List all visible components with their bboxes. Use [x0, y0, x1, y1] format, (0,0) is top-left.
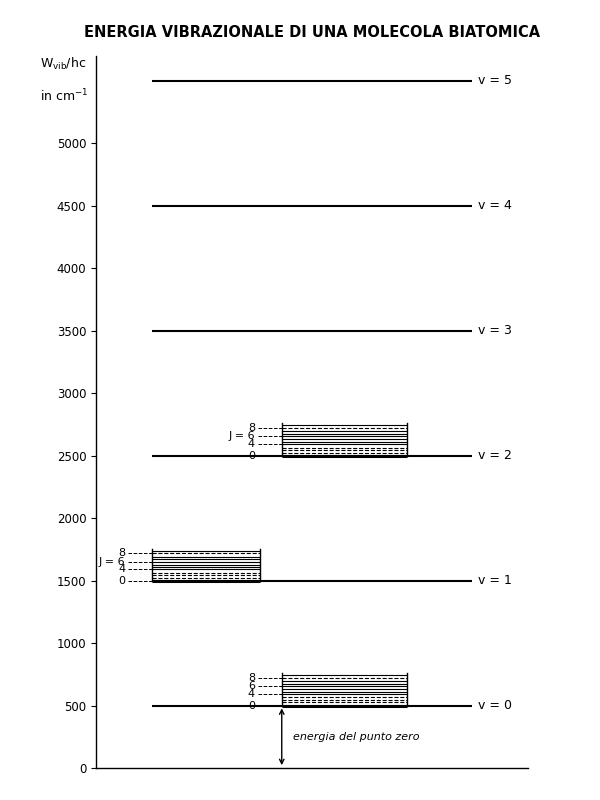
Text: 4: 4	[118, 564, 125, 574]
Text: v = 0: v = 0	[478, 699, 512, 712]
Text: J = 6: J = 6	[99, 557, 125, 566]
Text: v = 1: v = 1	[478, 574, 512, 587]
Text: 6: 6	[248, 681, 255, 691]
Text: 0: 0	[118, 576, 125, 586]
Text: 0: 0	[248, 450, 255, 461]
Text: v = 3: v = 3	[478, 324, 512, 338]
Text: v = 5: v = 5	[478, 74, 512, 87]
Text: W$_{\rm vib}$/hc: W$_{\rm vib}$/hc	[40, 56, 86, 72]
Title: ENERGIA VIBRAZIONALE DI UNA MOLECOLA BIATOMICA: ENERGIA VIBRAZIONALE DI UNA MOLECOLA BIA…	[84, 25, 540, 39]
Text: energia del punto zero: energia del punto zero	[293, 732, 419, 742]
Text: 8: 8	[118, 549, 125, 558]
Text: J = 6: J = 6	[229, 431, 255, 441]
Text: 4: 4	[248, 439, 255, 450]
Text: 8: 8	[248, 673, 255, 682]
Text: 4: 4	[248, 690, 255, 699]
Text: v = 2: v = 2	[478, 450, 512, 462]
Text: in cm$^{-1}$: in cm$^{-1}$	[40, 88, 88, 105]
Text: 0: 0	[248, 701, 255, 710]
Text: v = 4: v = 4	[478, 199, 512, 212]
Text: 8: 8	[248, 422, 255, 433]
